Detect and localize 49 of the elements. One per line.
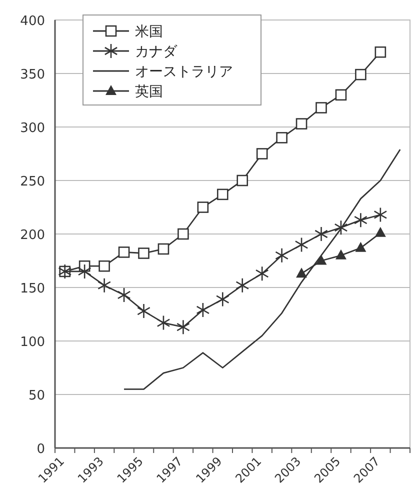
point <box>178 228 189 240</box>
point <box>335 249 346 260</box>
y-tick-label: 0 <box>36 442 45 457</box>
point <box>236 278 250 294</box>
point <box>216 292 230 307</box>
point <box>98 260 110 272</box>
y-tick-label: 250 <box>20 174 45 190</box>
point <box>255 266 269 282</box>
point <box>98 278 112 294</box>
point <box>196 302 210 318</box>
point <box>117 287 131 303</box>
y-tick-label: 100 <box>20 335 45 350</box>
point <box>137 303 150 319</box>
point <box>374 226 386 237</box>
point <box>197 202 209 213</box>
point <box>275 248 289 264</box>
point <box>158 243 170 255</box>
legend-label: 英国 <box>135 84 163 100</box>
point <box>316 254 327 265</box>
point <box>176 319 190 335</box>
point <box>276 132 288 144</box>
point <box>314 226 328 242</box>
point <box>138 248 150 259</box>
point <box>118 246 130 258</box>
point <box>334 220 348 236</box>
point <box>316 102 327 114</box>
point <box>355 68 366 80</box>
point <box>355 242 366 252</box>
y-tick-label: 50 <box>28 388 45 404</box>
legend-label: カナダ <box>135 44 178 60</box>
point <box>374 46 386 58</box>
y-tick-label: 150 <box>20 282 45 296</box>
point <box>296 118 308 130</box>
legend-label: オーストラリア <box>135 64 233 80</box>
legend-label: 米国 <box>135 24 163 40</box>
point <box>294 237 308 252</box>
point <box>296 268 308 278</box>
y-tick-label: 300 <box>20 121 45 136</box>
point <box>335 89 347 101</box>
point <box>216 188 228 200</box>
point <box>236 174 248 186</box>
y-tick-label: 350 <box>20 68 45 82</box>
y-tick-label: 400 <box>20 14 45 29</box>
y-tick-label: 200 <box>20 228 45 243</box>
point <box>256 148 268 160</box>
point <box>156 315 170 330</box>
point <box>354 212 368 228</box>
point <box>374 207 388 222</box>
point <box>78 264 92 280</box>
